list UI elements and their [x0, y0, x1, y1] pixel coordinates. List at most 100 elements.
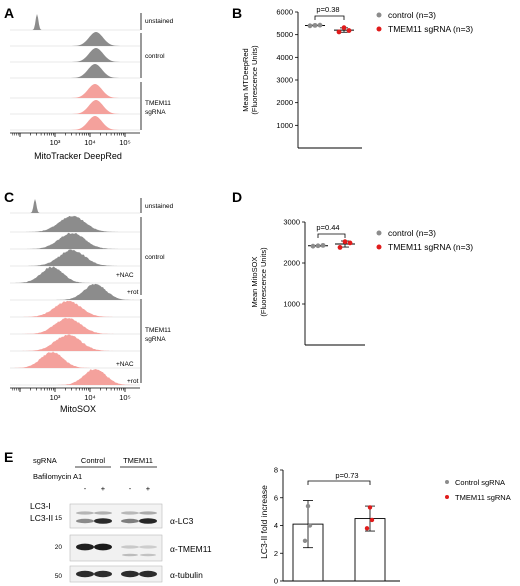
pvalue-e: p=0.73	[335, 471, 358, 480]
y-tick-label: 2	[274, 549, 278, 558]
histogram-unstained-c	[11, 199, 139, 213]
y-tick-label: 6	[274, 493, 278, 502]
label-nac-control: +NAC	[116, 272, 134, 279]
scatter-chart-d: 1000 2000 3000	[283, 218, 365, 346]
ylabel-e: LC3-II fold increase	[259, 485, 269, 559]
histogram-control-c	[11, 232, 139, 249]
histogram-control-a	[11, 48, 139, 62]
label-rot-tmem: +rot	[127, 378, 139, 385]
histogram-control-c	[11, 249, 139, 266]
tick-label: 10³	[50, 138, 61, 147]
pvalue-d: p=0.44	[316, 223, 339, 232]
panel-letter-b: B	[232, 5, 242, 21]
blot-strip-lc3	[69, 503, 163, 529]
data-point	[317, 22, 323, 28]
data-point	[312, 22, 318, 28]
data-point	[342, 239, 348, 245]
histogram-tmem-rot	[11, 369, 139, 385]
data-point	[305, 503, 311, 509]
blot-sign-2: +	[101, 484, 106, 493]
data-point	[320, 242, 326, 248]
data-point	[346, 28, 352, 33]
data-point	[364, 526, 370, 531]
bar-chart-e: 0 2 4 6 8	[274, 466, 400, 586]
tick-label: 10⁴	[84, 138, 96, 147]
data-point	[302, 538, 308, 543]
data-point	[337, 245, 343, 250]
y-tick-label: 1000	[283, 300, 300, 309]
y-tick-label: 2000	[276, 98, 293, 107]
y-tick-label: 2000	[283, 259, 300, 268]
label-unstained-c: unstained	[145, 203, 174, 210]
histogram-tmem-c	[11, 334, 139, 351]
label-unstained-a: unstained	[145, 18, 174, 25]
blot-group-tmem: TMEM11	[123, 456, 153, 465]
histogram-control-nac	[11, 266, 139, 283]
histogram-unstained-a	[11, 14, 139, 30]
histogram-tmem-a	[11, 116, 139, 130]
ylabel-b-line2: (Fluorescence Units)	[250, 45, 259, 115]
significance-bracket	[307, 480, 371, 485]
legend-dot-control-b	[376, 12, 382, 18]
blot-lc3-2-label: LC3-II	[30, 513, 53, 523]
tick-label: 10⁵	[119, 138, 130, 147]
label-rot-control: +rot	[127, 289, 139, 296]
blot-mw-15: 15	[55, 515, 63, 522]
histogram-tmem-a	[11, 84, 139, 98]
histogram-control-rot	[11, 283, 139, 300]
ylabel-d-line2: (Fluorescence Units)	[259, 247, 268, 317]
ylabel-d-line1: Mean MitoSOX	[250, 257, 259, 308]
panel-letter-a: A	[4, 5, 14, 21]
blot-band	[122, 553, 138, 557]
data-point	[336, 29, 342, 35]
label-tmem-c-line1: TMEM11	[145, 327, 171, 334]
data-point	[367, 505, 373, 510]
label-tmem-c-line2: sgRNA	[145, 336, 166, 343]
legend-label-tmem-b: TMEM11 sgRNA (n=3)	[388, 24, 473, 34]
xlabel-mitosox: MitoSOX	[60, 404, 96, 414]
log-axis-c: 10³ 10⁴ 10⁵	[10, 387, 140, 402]
histogram-tmem-c	[11, 300, 139, 317]
legend-dot-control-d	[376, 230, 382, 236]
y-tick-label: 8	[274, 466, 278, 475]
histogram-stack-mitosox	[10, 199, 140, 386]
legend-dot-tmem-e	[445, 495, 449, 499]
significance-bracket	[314, 15, 345, 20]
label-nac-tmem: +NAC	[116, 361, 134, 368]
histogram-tmem-nac	[11, 351, 139, 368]
y-tick-label: 4000	[276, 53, 293, 62]
panel-letter-e: E	[4, 449, 13, 465]
panel-letter-d: D	[232, 189, 242, 205]
legend-label-control-b: control (n=3)	[388, 10, 436, 20]
blot-band	[76, 518, 94, 524]
label-control-c: control	[145, 254, 165, 261]
blot-sign-1: -	[84, 484, 87, 493]
blot-band	[76, 543, 94, 551]
blot-mw-50: 50	[55, 573, 63, 580]
log-axis-a: 10³ 10⁴ 10⁵	[10, 132, 140, 147]
histogram-control-a	[11, 32, 139, 46]
pvalue-b: p=0.38	[316, 5, 339, 14]
blot-sign-4: +	[146, 484, 151, 493]
y-tick-label: 3000	[283, 218, 300, 227]
histogram-tmem-c	[11, 317, 139, 334]
blot-band	[121, 545, 139, 549]
blot-band	[121, 518, 139, 524]
label-tmem-a-line1: TMEM11	[145, 100, 171, 107]
data-point	[310, 243, 316, 249]
tick-label: 10⁴	[84, 393, 96, 402]
blot-band	[76, 570, 94, 578]
tick-label: 10⁵	[119, 393, 130, 402]
blot-band	[139, 518, 157, 524]
legend-label-tmem-e: TMEM11 sgRNA	[455, 493, 511, 502]
histogram-control-c	[11, 215, 139, 232]
legend-label-tmem-d: TMEM11 sgRNA (n=3)	[388, 242, 473, 252]
xlabel-mitotracker: MitoTracker DeepRed	[34, 151, 122, 161]
ylabel-b-line1: Mean MTDeepRed	[241, 48, 250, 111]
blot-band	[121, 511, 139, 515]
legend-label-control-d: control (n=3)	[388, 228, 436, 238]
blot-band	[94, 518, 112, 524]
blot-band	[139, 545, 157, 549]
blot-band	[139, 511, 157, 515]
y-tick-label: 0	[274, 577, 278, 586]
